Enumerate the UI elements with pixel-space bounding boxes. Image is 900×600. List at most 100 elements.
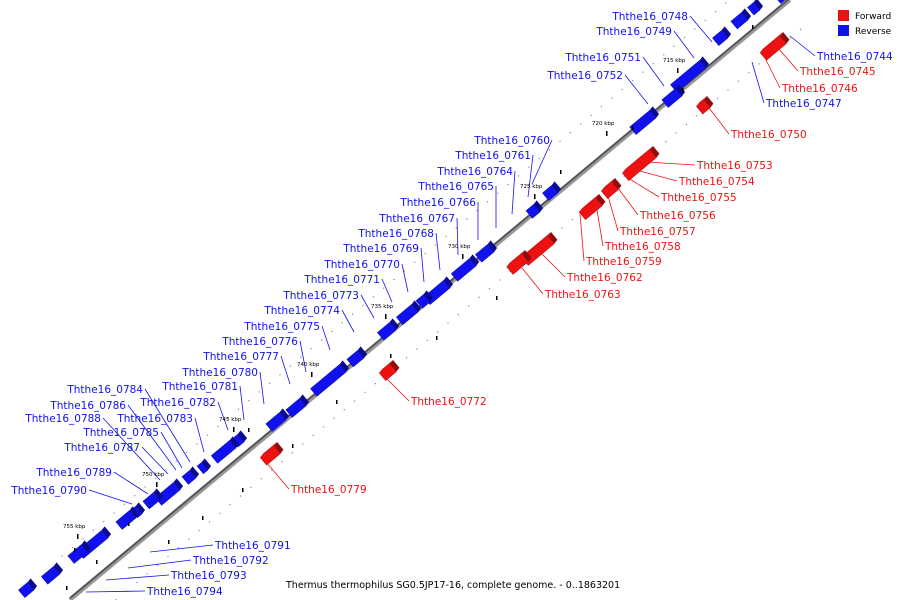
gene-label: Ththe16_0752 <box>546 70 623 82</box>
kbp-tick-mark <box>77 534 79 539</box>
label-leader <box>521 267 544 295</box>
reverse-gene-0 <box>777 0 786 5</box>
reverse-gene-24 <box>142 488 163 510</box>
minor-dot <box>154 477 157 479</box>
gene-label: Ththe16_0768 <box>357 228 434 240</box>
minor-dot <box>258 391 260 393</box>
minor-dot <box>517 175 520 177</box>
gene-side <box>229 436 239 448</box>
legend-forward-label: Forward <box>855 12 891 22</box>
gene-side <box>699 56 709 68</box>
label-leader <box>642 56 665 87</box>
label-leader <box>624 74 649 105</box>
gene-face <box>696 96 707 107</box>
minor-dot <box>663 54 665 56</box>
minor-dot <box>488 288 491 290</box>
gene-label: Ththe16_0773 <box>282 290 359 302</box>
label-leader <box>511 170 516 215</box>
gene-label: Ththe16_0779 <box>290 484 367 496</box>
marker-tick <box>74 548 76 552</box>
forward-gene-8 <box>259 442 284 466</box>
gene-side <box>390 360 400 372</box>
minor-dot <box>227 417 229 419</box>
gene-face <box>622 146 653 174</box>
gene-body <box>629 109 657 135</box>
gene-label: Ththe16_0772 <box>410 396 487 408</box>
minor-dot <box>372 296 374 298</box>
label-leader <box>751 61 765 104</box>
minor-dot <box>799 28 802 30</box>
gene-side <box>612 178 622 190</box>
reverse-gene-29 <box>40 562 63 585</box>
minor-dot <box>136 581 138 584</box>
minor-dot <box>673 45 675 47</box>
minor-dot <box>144 486 146 488</box>
label-leader <box>194 417 205 453</box>
minor-dot <box>354 400 356 402</box>
marker-tick <box>168 540 170 544</box>
legend-reverse-label: Reverse <box>855 27 892 37</box>
kbp-tick-mark <box>233 427 235 432</box>
reverse-gene-12 <box>415 290 433 309</box>
label-leader <box>149 544 214 553</box>
gene-side <box>153 488 163 500</box>
gene-label: Ththe16_0765 <box>417 181 494 193</box>
gene-label: Ththe16_0792 <box>192 555 269 567</box>
minor-dot <box>269 382 271 384</box>
minor-dot <box>82 538 84 540</box>
reverse-gene-20 <box>210 436 239 464</box>
gene-body <box>747 1 761 16</box>
forward-gene-6 <box>506 250 532 275</box>
minor-dot <box>737 80 739 82</box>
minor-dot <box>320 339 323 341</box>
marker-tick <box>66 586 68 590</box>
minor-dot <box>343 409 345 411</box>
gene-label: Ththe16_0771 <box>303 274 380 286</box>
minor-dot <box>580 123 582 125</box>
marker-tick <box>202 516 204 520</box>
gene-body <box>40 565 61 585</box>
gene-side <box>279 408 289 420</box>
minor-dot <box>642 71 644 73</box>
gene-body <box>621 149 657 182</box>
label-leader <box>689 15 713 43</box>
reverse-gene-5 <box>661 84 685 108</box>
minor-dot <box>217 425 219 428</box>
marker-tick <box>292 444 294 448</box>
reverse-gene-13 <box>395 300 421 326</box>
label-leader <box>113 471 149 495</box>
label-leader <box>141 446 169 475</box>
reverse-gene-30 <box>18 578 37 599</box>
minor-dot <box>229 504 231 506</box>
label-leader <box>401 263 409 293</box>
gene-side <box>339 360 349 372</box>
gene-features <box>18 0 790 599</box>
gene-side <box>487 240 497 252</box>
minor-dot <box>424 253 426 255</box>
label-leader <box>127 559 192 569</box>
gene-labels: Ththe16_0748 Ththe16_0749 Ththe16_0751 Thth… <box>10 11 893 598</box>
gene-body <box>542 184 559 202</box>
minor-dot <box>714 11 717 13</box>
kbp-tick-mark <box>385 314 387 319</box>
minor-dot <box>167 555 169 558</box>
gene-label: Ththe16_0753 <box>696 160 773 172</box>
gene-label: Ththe16_0783 <box>116 413 193 425</box>
minor-dot <box>186 451 188 454</box>
minor-dot <box>289 365 291 367</box>
minor-dot <box>134 495 136 497</box>
gene-label: Ththe16_0760 <box>473 135 550 147</box>
minor-dot <box>403 270 406 272</box>
marker-tick <box>496 296 498 300</box>
marker-tick <box>632 126 634 130</box>
gene-face <box>260 442 277 458</box>
gene-label: Ththe16_0794 <box>146 586 223 598</box>
minor-dot <box>528 166 530 168</box>
reverse-gene-26 <box>115 506 139 530</box>
minor-dot <box>455 227 457 229</box>
label-leader <box>789 35 816 57</box>
minor-dot <box>271 469 273 471</box>
marker-tick <box>248 428 250 432</box>
minor-dot <box>113 512 115 514</box>
minor-dot <box>675 132 677 134</box>
